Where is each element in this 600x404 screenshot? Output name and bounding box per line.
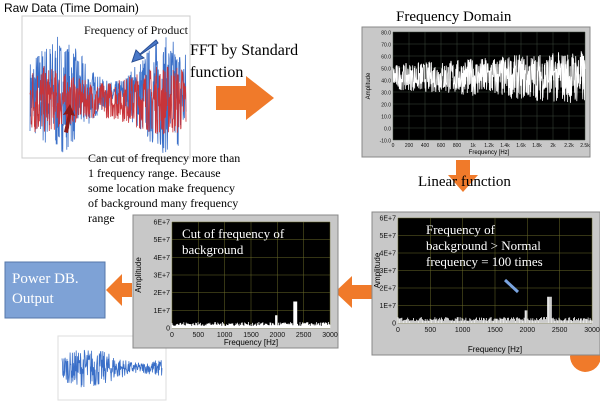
y-axis-label: Amplitude	[373, 252, 382, 288]
x-tick-label: 2.5k	[580, 143, 590, 149]
y-tick-label: 70.0	[381, 43, 391, 49]
signal	[392, 51, 586, 103]
x-tick-label: 2.2k	[564, 143, 574, 149]
annotation: Cut of frequency of	[182, 226, 285, 241]
y-tick-label: 5E+7	[153, 237, 170, 244]
y-tick-label: 3E+7	[379, 268, 396, 275]
y-tick-label: 0	[166, 326, 170, 333]
x-tick-label: 1500	[487, 327, 503, 334]
x-tick-label: 2500	[296, 332, 312, 339]
note-line: range	[88, 211, 115, 225]
y-tick-label: 60.0	[381, 55, 391, 61]
y-tick-label: 50.0	[381, 67, 391, 73]
x-tick-label: 2000	[270, 332, 286, 339]
x-tick-label: 1k	[470, 143, 476, 149]
note-line: of background many frequency	[88, 196, 238, 210]
x-tick-label: 600	[437, 143, 446, 149]
freq-title: Frequency Domain	[396, 9, 512, 25]
output-signal	[61, 349, 163, 388]
x-tick-label: 1.4k	[500, 143, 510, 149]
x-tick-label: 800	[453, 143, 462, 149]
x-axis-label: Frequency [Hz]	[469, 150, 510, 156]
signal	[29, 66, 187, 135]
y-axis-label: Amplitude	[366, 72, 372, 99]
fft-label: function	[190, 64, 243, 81]
y-tick-label: 6E+7	[153, 220, 170, 227]
x-tick-label: 2500	[552, 327, 568, 334]
annotation: Frequency of	[426, 222, 496, 237]
arrow	[106, 274, 132, 306]
x-tick-label: 0	[392, 143, 395, 149]
y-tick-label: 20.0	[381, 103, 391, 109]
arrow	[131, 39, 159, 63]
x-tick-label: 2000	[520, 327, 536, 334]
output-label: Output	[12, 291, 55, 307]
x-tick-label: 1500	[243, 332, 259, 339]
arrow	[335, 276, 372, 308]
panel: 80.0 70.0 60.0 50.0 40.0 30.0 20.0 10.0 0.0 -10.0…	[361, 26, 591, 158]
x-tick-label: 1000	[217, 332, 233, 339]
arrow	[216, 76, 274, 120]
output-label: Power DB.	[12, 271, 79, 287]
x-tick-label: 1.6k	[516, 143, 526, 149]
x-tick-label: 0	[396, 327, 400, 334]
x-tick-label: 3000	[584, 327, 600, 334]
y-tick-label: 10.0	[381, 115, 391, 121]
annotation: background	[182, 242, 244, 257]
y-tick-label: 0	[392, 321, 396, 328]
arrow	[63, 104, 75, 133]
y-tick-label: 0.0	[384, 127, 391, 133]
y-tick-label: 80.0	[381, 31, 391, 37]
x-tick-label: 500	[192, 332, 204, 339]
y-tick-label: 4E+7	[153, 255, 170, 262]
raw-signal	[29, 36, 187, 153]
y-tick-label: 1E+7	[153, 308, 170, 315]
annotation: background > Normal	[426, 238, 541, 253]
x-tick-label: 1.2k	[484, 143, 494, 149]
x-axis-label: Frequency [Hz]	[468, 345, 522, 354]
y-tick-label: 2E+7	[379, 286, 396, 293]
panel: 6E+7 5E+7 4E+7 3E+7 2E+7 1E+7 00 500 1000 1500 200…	[132, 214, 339, 349]
x-tick-label: 400	[421, 143, 430, 149]
annotation: frequency = 100 times	[426, 254, 543, 269]
spectrum	[171, 301, 331, 328]
x-tick-label: 1.8k	[532, 143, 542, 149]
y-tick-label: 30.0	[381, 91, 391, 97]
y-tick-label: -10.0	[380, 139, 392, 145]
linear-label: Linear function	[418, 174, 511, 190]
raw-title: Raw Data (Time Domain)	[4, 1, 139, 15]
x-tick-label: 1000	[455, 327, 471, 334]
x-tick-label: 200	[405, 143, 414, 149]
note-line: some location make frequency	[88, 181, 235, 195]
y-tick-label: 5E+7	[379, 233, 396, 240]
x-axis-label: Frequency [Hz]	[224, 338, 278, 347]
y-tick-label: 3E+7	[153, 273, 170, 280]
y-tick-label: 6E+7	[379, 216, 396, 223]
x-tick-label: 0	[170, 332, 174, 339]
y-tick-label: 1E+7	[379, 303, 396, 310]
y-tick-label: 4E+7	[379, 251, 396, 258]
raw-annotation: Frequency of Product	[84, 23, 189, 37]
note-line: 1 frequency range. Because	[88, 166, 221, 180]
spectrum	[397, 296, 593, 323]
y-tick-label: 2E+7	[153, 290, 170, 297]
y-tick-label: 40.0	[381, 79, 391, 85]
arrow	[448, 160, 478, 192]
y-axis-label: Amplitude	[134, 257, 143, 293]
x-tick-label: 2k	[550, 143, 556, 149]
output-box	[4, 261, 106, 319]
panel: 6E+7 5E+7 4E+7 3E+7 2E+7 1E+7 00 500 1000 1500 200…	[371, 211, 600, 356]
note-line: Can cut of frequency more than	[88, 151, 240, 165]
arrow	[503, 278, 520, 294]
x-tick-label: 3000	[322, 332, 338, 339]
signal	[61, 349, 163, 388]
fft-label: FFT by Standard	[190, 42, 298, 59]
x-tick-label: 500	[424, 327, 436, 334]
